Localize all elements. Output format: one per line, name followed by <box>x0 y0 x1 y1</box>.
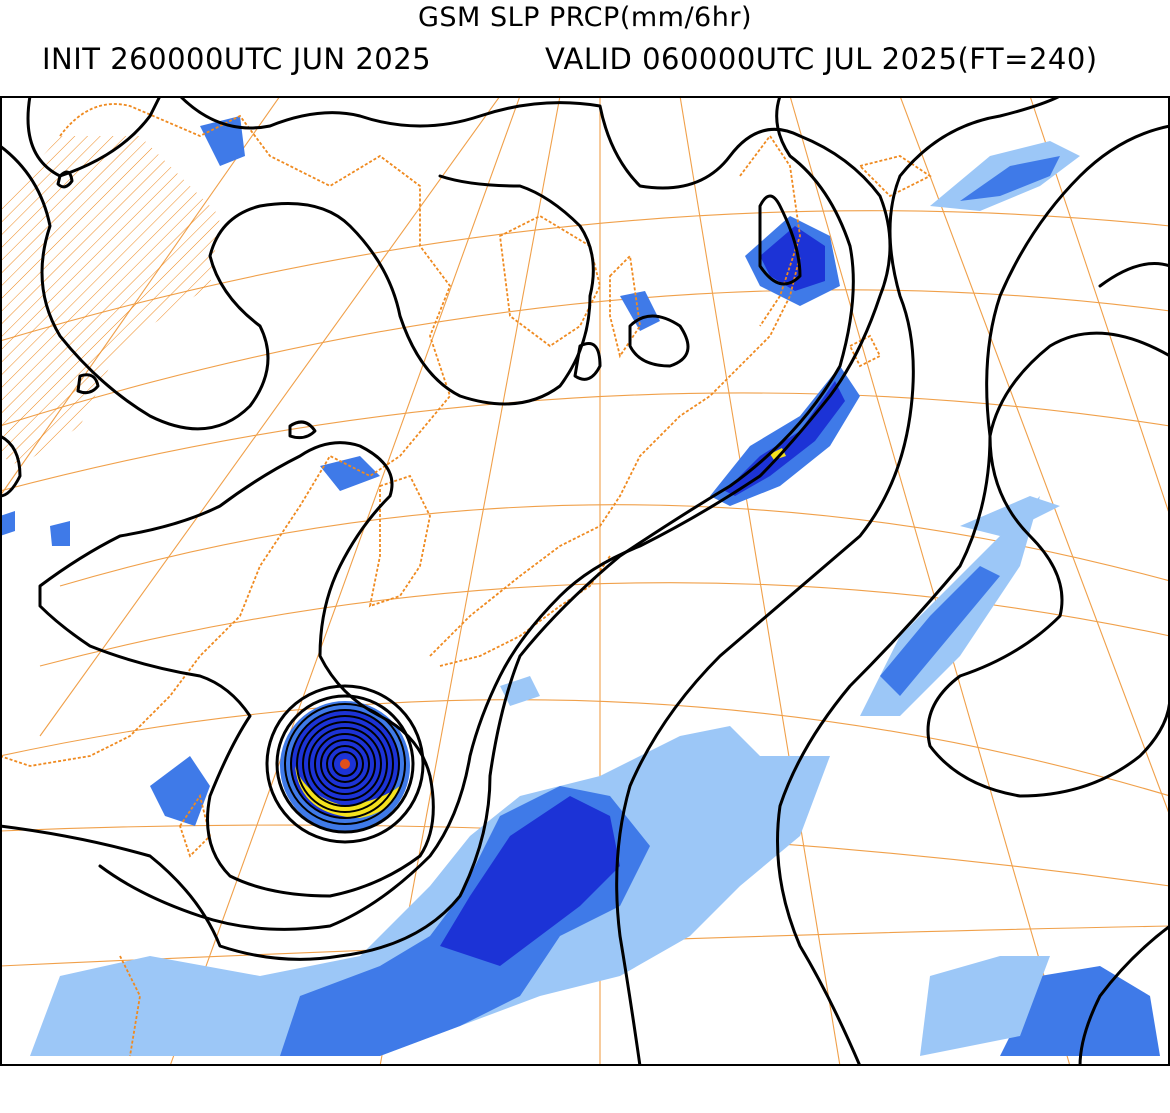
map-frame <box>0 96 1170 1066</box>
topography-hatch <box>0 136 220 466</box>
isobars <box>0 96 1170 1066</box>
weather-map <box>0 96 1170 1066</box>
init-time-label: INIT 260000UTC JUN 2025 <box>42 42 432 76</box>
typhoon-center-marker <box>340 759 350 769</box>
map-title: GSM SLP PRCP(mm/6hr) <box>418 2 752 33</box>
valid-time-label: VALID 060000UTC JUL 2025(FT=240) <box>545 42 1098 76</box>
forecast-time-line: INIT 260000UTC JUN 2025 VALID 060000UTC … <box>0 42 1170 144</box>
